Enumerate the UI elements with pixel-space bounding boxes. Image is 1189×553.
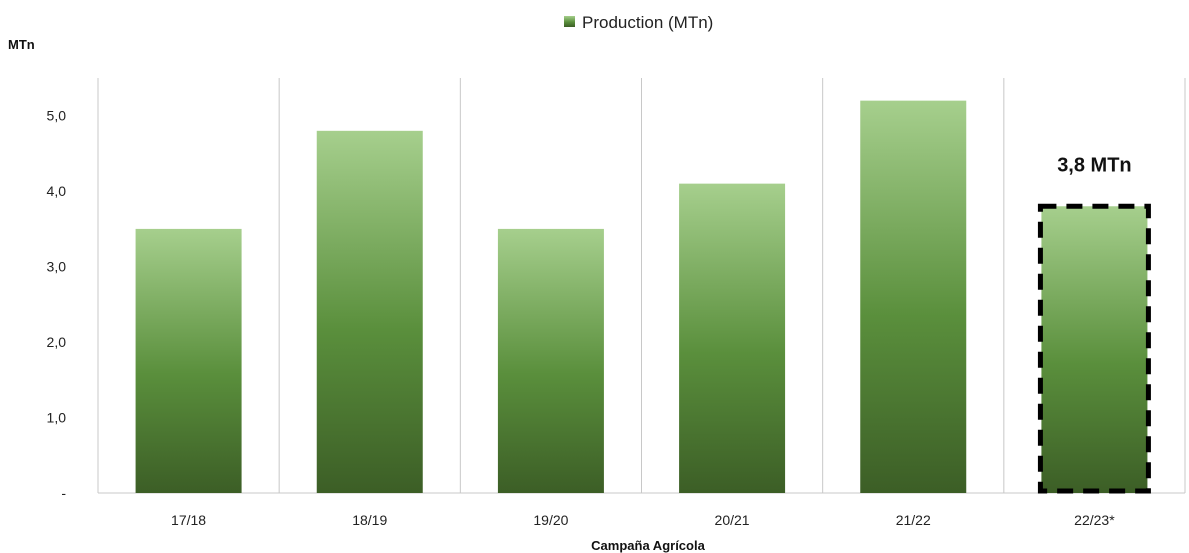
gridlines	[97, 78, 1186, 494]
y-tick-label: 3,0	[47, 259, 67, 275]
highlight-group: 3,8 MTn	[1037, 154, 1151, 494]
bar	[1041, 206, 1148, 494]
y-tick-label: 4,0	[47, 183, 67, 199]
x-tick-label: 21/22	[896, 512, 931, 528]
x-tick-label: 19/20	[533, 512, 568, 528]
x-tick-label: 22/23*	[1074, 512, 1115, 528]
highlight-box	[1037, 203, 1151, 494]
legend-label: Production (MTn)	[582, 13, 713, 32]
x-tick-label: 17/18	[171, 512, 206, 528]
legend: Production (MTn)	[564, 13, 713, 32]
bar	[497, 228, 604, 493]
y-tick-label: 1,0	[47, 410, 67, 426]
bar	[316, 130, 423, 493]
bar	[135, 228, 242, 493]
x-tick-label: 18/19	[352, 512, 387, 528]
y-axis-ticks: - 1,0 2,0 3,0 4,0 5,0	[47, 108, 67, 501]
bar	[860, 100, 967, 494]
y-axis-title: MTn	[8, 37, 35, 52]
x-axis-title: Campaña Agrícola	[591, 538, 705, 553]
x-tick-label: 20/21	[715, 512, 750, 528]
bar	[679, 183, 786, 494]
bars	[135, 100, 1148, 494]
x-axis-ticks: 17/18 18/19 19/20 20/21 21/22 22/23*	[171, 512, 1115, 528]
legend-swatch	[564, 16, 575, 27]
highlight-label: 3,8 MTn	[1057, 154, 1131, 176]
y-tick-label: 2,0	[47, 334, 67, 350]
y-tick-label: -	[61, 485, 66, 501]
y-tick-label: 5,0	[47, 108, 67, 124]
